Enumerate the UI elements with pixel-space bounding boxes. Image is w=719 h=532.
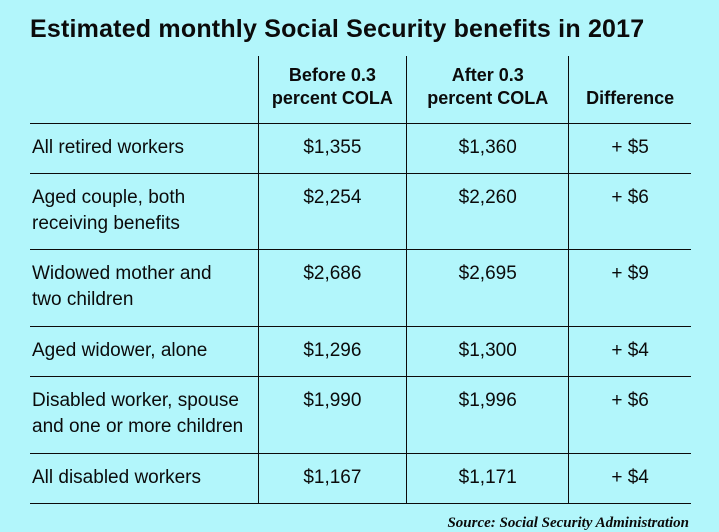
row-label: Aged couple, both receiving benefits: [30, 173, 259, 250]
infographic: Estimated monthly Social Security benefi…: [30, 15, 691, 531]
benefits-table: Before 0.3 percent COLA After 0.3 percen…: [30, 55, 691, 505]
header-difference: Difference: [568, 55, 691, 124]
after-value: $1,300: [406, 325, 569, 377]
table-row: Aged widower, alone $1,296 $1,300 + $4: [30, 325, 691, 377]
table-row: Widowed mother and two children $2,686 $…: [30, 249, 691, 327]
row-label: Aged widower, alone: [30, 325, 259, 377]
row-label: Disabled worker, spouse and one or more …: [30, 376, 259, 454]
before-value: $2,686: [257, 249, 407, 327]
difference-value: + $9: [568, 249, 691, 327]
table-row: All retired workers $1,355 $1,360 + $5: [30, 122, 691, 174]
header-row: Before 0.3 percent COLA After 0.3 percen…: [30, 55, 691, 124]
before-value: $1,990: [257, 376, 407, 454]
chart-title: Estimated monthly Social Security benefi…: [30, 15, 645, 43]
after-value: $1,171: [406, 452, 569, 505]
before-value: $1,296: [257, 325, 407, 377]
row-label: Widowed mother and two children: [30, 249, 259, 327]
table-row: Aged couple, both receiving benefits $2,…: [30, 173, 691, 250]
table-row: Disabled worker, spouse and one or more …: [30, 376, 691, 454]
header-after-cola: After 0.3 percent COLA: [406, 55, 569, 124]
table-row: All disabled workers $1,167 $1,171 + $4: [30, 452, 691, 505]
after-value: $1,996: [406, 376, 569, 454]
before-value: $1,167: [257, 452, 407, 505]
source-note: Source: Social Security Administration: [447, 515, 689, 532]
after-value: $2,260: [406, 173, 569, 250]
before-value: $2,254: [257, 173, 407, 250]
row-label: All retired workers: [30, 122, 259, 174]
after-value: $1,360: [406, 122, 569, 174]
difference-value: + $6: [568, 173, 691, 250]
difference-value: + $4: [568, 452, 691, 505]
row-label: All disabled workers: [30, 452, 259, 505]
header-before-cola: Before 0.3 percent COLA: [257, 55, 407, 124]
difference-value: + $6: [568, 376, 691, 454]
before-value: $1,355: [257, 122, 407, 174]
difference-value: + $5: [568, 122, 691, 174]
after-value: $2,695: [406, 249, 569, 327]
header-empty-cell: [30, 56, 258, 123]
difference-value: + $4: [568, 325, 691, 377]
